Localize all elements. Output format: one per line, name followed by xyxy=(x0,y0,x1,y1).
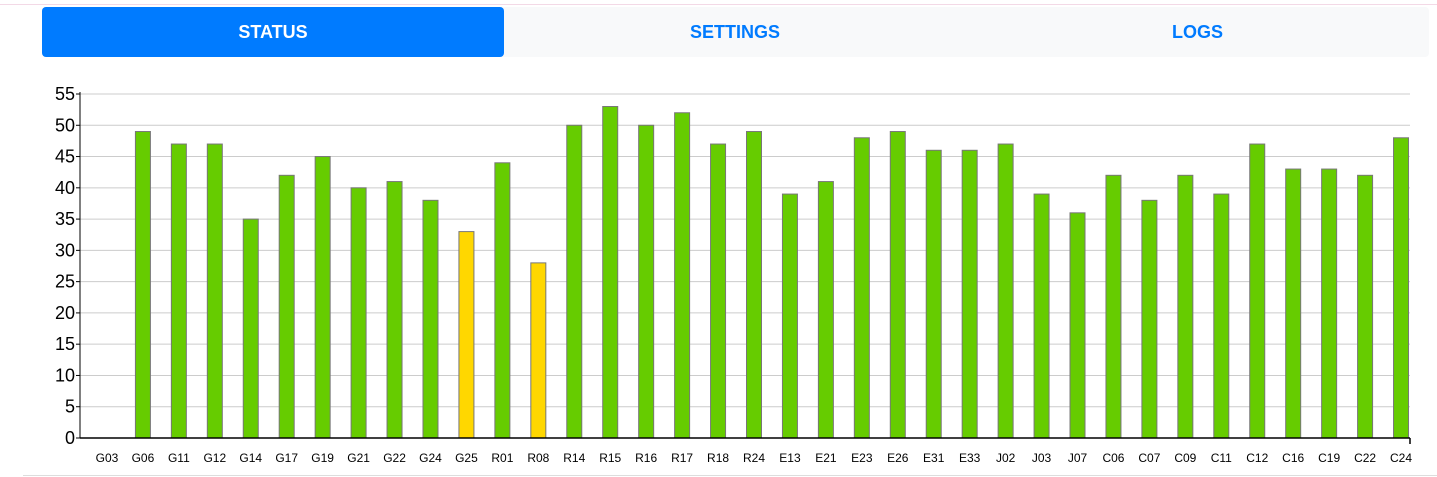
x-tick-label: R14 xyxy=(563,451,585,465)
tab-settings[interactable]: SETTINGS xyxy=(689,21,780,42)
y-tick-label: 55 xyxy=(55,84,75,104)
bar-g06[interactable] xyxy=(134,131,151,439)
x-tick-label: C12 xyxy=(1246,451,1268,465)
bar-c24[interactable] xyxy=(1393,137,1410,439)
x-tick-label: J03 xyxy=(1032,451,1052,465)
x-tick-label: E33 xyxy=(959,451,981,465)
x-tick-label: G03 xyxy=(96,451,119,465)
bar-r14[interactable] xyxy=(566,124,583,439)
x-tick-label: E23 xyxy=(851,451,873,465)
top-border xyxy=(0,4,1437,5)
y-tick-label: 15 xyxy=(55,334,75,354)
x-tick-label: G24 xyxy=(419,451,442,465)
tab-logs[interactable]: LOGS xyxy=(1171,21,1223,42)
x-tick-label: C07 xyxy=(1138,451,1160,465)
x-tick-label: G25 xyxy=(455,451,478,465)
y-tick-label: 50 xyxy=(55,115,75,135)
bar-r16[interactable] xyxy=(638,124,655,439)
bar-g24[interactable] xyxy=(422,199,439,439)
x-tick-label: R01 xyxy=(491,451,513,465)
x-tick-labels: G03 G06 G11 G12 G14 G17 G19 G21 G22 G24 G25 R01 R08 R… xyxy=(96,451,1413,465)
x-tick-label: R08 xyxy=(527,451,549,465)
bar-c12[interactable] xyxy=(1249,143,1266,439)
bar-g12[interactable] xyxy=(206,143,223,439)
bar-j03[interactable] xyxy=(1033,193,1050,439)
bottom-border xyxy=(23,475,1437,476)
y-tick-label: 30 xyxy=(55,240,75,260)
bar-g17[interactable] xyxy=(278,174,295,439)
x-tick-label: E31 xyxy=(923,451,945,465)
bar-g25[interactable] xyxy=(458,231,475,439)
tab-bar: STATUS SETTINGS LOGS xyxy=(42,7,1429,57)
bar-e13[interactable] xyxy=(781,193,798,439)
bar-c22[interactable] xyxy=(1357,174,1374,439)
x-tick-label: E26 xyxy=(887,451,909,465)
x-tick-label: G17 xyxy=(275,451,298,465)
bar-e21[interactable] xyxy=(817,181,834,439)
x-tick-label: E13 xyxy=(779,451,801,465)
y-tick-label: 40 xyxy=(55,178,75,198)
x-tick-label: R16 xyxy=(635,451,657,465)
bar-j02[interactable] xyxy=(997,143,1014,439)
x-tick-label: R18 xyxy=(707,451,729,465)
bar-r01[interactable] xyxy=(494,162,511,439)
x-tick-label: J02 xyxy=(996,451,1016,465)
bar-g14[interactable] xyxy=(242,218,259,439)
bar-j07[interactable] xyxy=(1069,212,1086,439)
x-tick-label: G12 xyxy=(203,451,226,465)
x-tick-label: J07 xyxy=(1068,451,1088,465)
x-tick-label: R15 xyxy=(599,451,621,465)
bar-c06[interactable] xyxy=(1105,174,1122,439)
bar-g22[interactable] xyxy=(386,181,403,439)
bar-r18[interactable] xyxy=(710,143,727,439)
bar-r08[interactable] xyxy=(530,262,547,439)
x-tick-label: G06 xyxy=(132,451,155,465)
x-tick-label: C09 xyxy=(1174,451,1196,465)
x-tick-label: C16 xyxy=(1282,451,1304,465)
y-tick-label: 25 xyxy=(55,272,75,292)
bar-g19[interactable] xyxy=(314,156,331,439)
x-tick-label: C06 xyxy=(1102,451,1124,465)
x-tick-label: R17 xyxy=(671,451,693,465)
axes xyxy=(76,92,1411,444)
x-tick-label: E21 xyxy=(815,451,837,465)
bar-c16[interactable] xyxy=(1285,168,1302,439)
y-tick-labels: 0 5 10 15 20 25 30 35 40 45 50 55 xyxy=(55,84,75,448)
x-tick-label: C22 xyxy=(1354,451,1376,465)
y-tick-label: 20 xyxy=(55,303,75,323)
bar-e26[interactable] xyxy=(889,131,906,439)
x-tick-label: C11 xyxy=(1211,451,1232,465)
tab-status[interactable]: STATUS xyxy=(42,7,504,57)
bar-r17[interactable] xyxy=(674,112,691,439)
y-tick-label: 35 xyxy=(55,209,75,229)
bar-e31[interactable] xyxy=(925,149,942,439)
x-tick-label: C19 xyxy=(1318,451,1340,465)
x-tick-label: G11 xyxy=(168,451,190,465)
bar-e23[interactable] xyxy=(853,137,870,439)
y-tick-label: 45 xyxy=(55,147,75,167)
bar-r24[interactable] xyxy=(746,131,762,439)
bar-c09[interactable] xyxy=(1177,174,1194,439)
bars xyxy=(134,106,1410,439)
x-tick-label: G22 xyxy=(383,451,406,465)
bar-g21[interactable] xyxy=(350,187,367,439)
bar-g11[interactable] xyxy=(170,143,187,439)
x-tick-label: G21 xyxy=(347,451,370,465)
x-tick-label: R24 xyxy=(743,451,765,465)
bar-c07[interactable] xyxy=(1141,199,1158,439)
bar-c11[interactable] xyxy=(1213,193,1230,439)
x-tick-label: G14 xyxy=(239,451,262,465)
bar-r15[interactable] xyxy=(602,106,619,439)
x-tick-label: C24 xyxy=(1390,451,1412,465)
y-tick-label: 5 xyxy=(65,397,75,417)
bar-c19[interactable] xyxy=(1321,168,1338,439)
y-tick-label: 10 xyxy=(55,365,75,385)
bar-e33[interactable] xyxy=(961,149,978,439)
y-tick-label: 0 xyxy=(65,428,75,448)
x-tick-label: G19 xyxy=(311,451,334,465)
